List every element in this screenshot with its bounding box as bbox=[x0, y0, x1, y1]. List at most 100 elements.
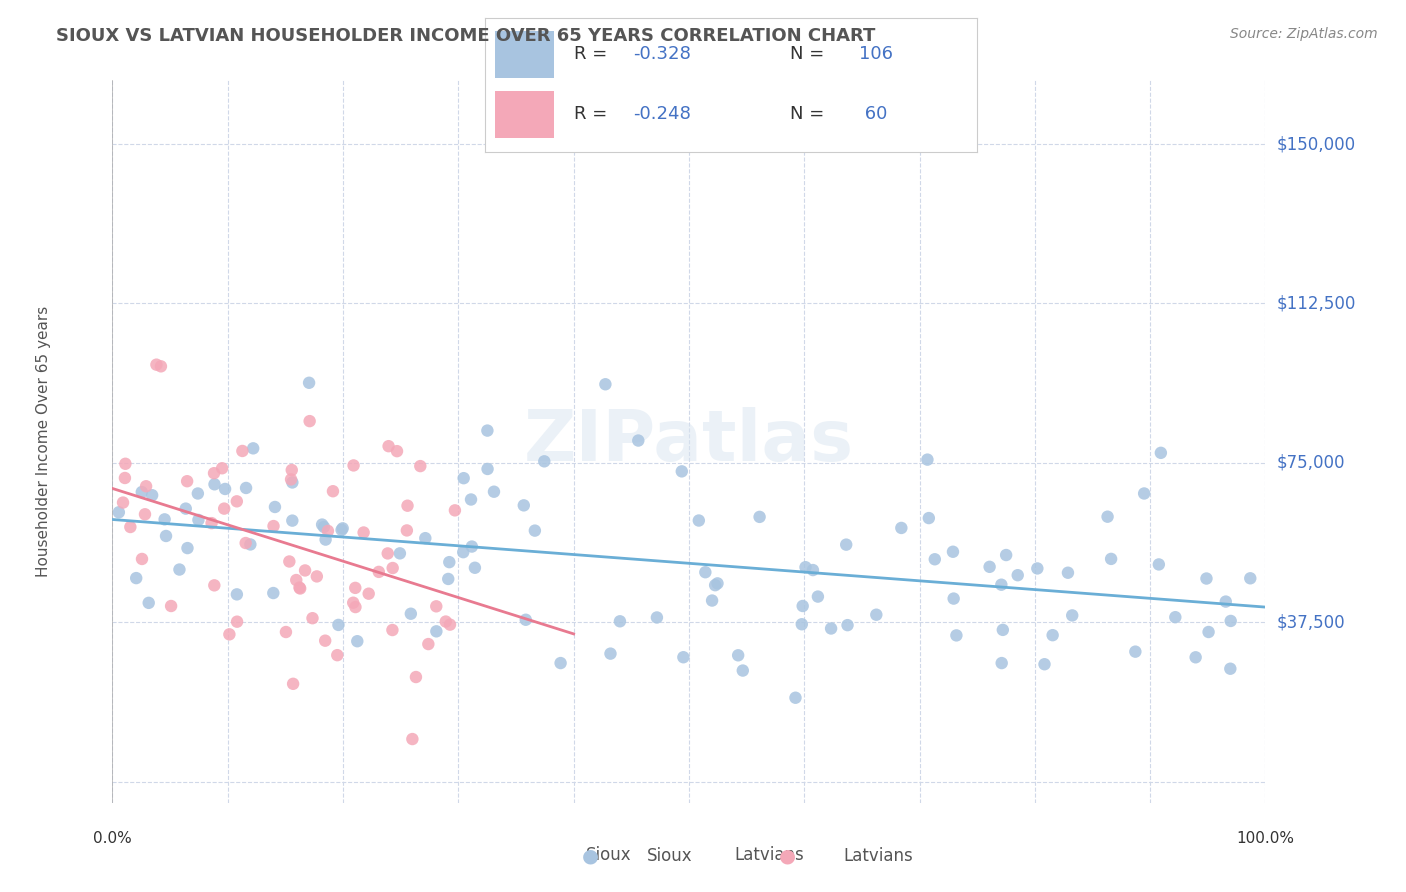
Point bbox=[114, 471, 136, 485]
Point bbox=[281, 463, 304, 477]
Point bbox=[1219, 662, 1241, 676]
Point bbox=[202, 578, 225, 592]
Text: SIOUX VS LATVIAN HOUSEHOLDER INCOME OVER 65 YEARS CORRELATION CHART: SIOUX VS LATVIAN HOUSEHOLDER INCOME OVER… bbox=[56, 27, 876, 45]
Text: 106: 106 bbox=[859, 45, 893, 63]
Point bbox=[399, 607, 422, 621]
Point bbox=[176, 474, 198, 488]
Point bbox=[1062, 608, 1084, 623]
Point bbox=[453, 471, 475, 485]
Bar bbox=[495, 92, 554, 138]
Point bbox=[425, 624, 447, 639]
Point bbox=[1125, 645, 1147, 659]
Point bbox=[942, 545, 965, 559]
Point bbox=[149, 359, 172, 374]
Point bbox=[187, 513, 209, 527]
Text: Source: ZipAtlas.com: Source: ZipAtlas.com bbox=[1230, 27, 1378, 41]
Point bbox=[381, 561, 404, 575]
Point bbox=[141, 488, 163, 502]
Point bbox=[342, 458, 364, 473]
Point bbox=[214, 482, 236, 496]
Point bbox=[388, 546, 411, 560]
Point bbox=[288, 581, 311, 595]
Point bbox=[328, 618, 350, 632]
Text: $112,500: $112,500 bbox=[1277, 294, 1355, 312]
Point bbox=[917, 452, 939, 467]
Point bbox=[609, 615, 631, 629]
Text: ZIPatlas: ZIPatlas bbox=[524, 407, 853, 476]
Point bbox=[1150, 446, 1173, 460]
Text: Latvians: Latvians bbox=[735, 847, 804, 864]
Point bbox=[314, 633, 336, 648]
Point bbox=[108, 505, 131, 519]
Point bbox=[187, 486, 209, 500]
Point bbox=[599, 647, 621, 661]
Point bbox=[513, 499, 536, 513]
Point bbox=[202, 466, 225, 480]
Point bbox=[200, 516, 222, 530]
Text: R =: R = bbox=[574, 45, 613, 63]
Point bbox=[990, 577, 1012, 591]
Text: Sioux: Sioux bbox=[585, 847, 631, 864]
Point bbox=[1133, 486, 1156, 500]
Point bbox=[801, 563, 824, 577]
Point bbox=[298, 376, 321, 390]
Point bbox=[415, 531, 437, 545]
Point bbox=[204, 477, 226, 491]
Point bbox=[945, 628, 967, 642]
Point bbox=[645, 610, 668, 624]
Point bbox=[1239, 571, 1261, 585]
Point bbox=[792, 599, 814, 613]
Point bbox=[688, 514, 710, 528]
Point bbox=[312, 520, 335, 534]
Point bbox=[995, 548, 1018, 562]
Point bbox=[550, 656, 572, 670]
Point bbox=[332, 521, 354, 535]
Point bbox=[285, 573, 308, 587]
Point bbox=[274, 625, 297, 640]
Point bbox=[114, 457, 136, 471]
Point bbox=[837, 618, 859, 632]
Point bbox=[131, 485, 153, 500]
Point bbox=[464, 561, 486, 575]
Point bbox=[461, 540, 484, 554]
Point bbox=[169, 563, 191, 577]
Point bbox=[918, 511, 941, 525]
Point bbox=[342, 596, 364, 610]
Point bbox=[225, 587, 247, 601]
Point bbox=[627, 434, 650, 448]
Point bbox=[305, 569, 328, 583]
Text: -0.248: -0.248 bbox=[633, 105, 690, 123]
Point bbox=[239, 537, 262, 551]
Point bbox=[231, 444, 253, 458]
Point bbox=[1097, 509, 1119, 524]
Point bbox=[835, 538, 858, 552]
Point bbox=[405, 670, 427, 684]
Text: N =: N = bbox=[790, 105, 830, 123]
Point bbox=[672, 650, 695, 665]
Point bbox=[523, 524, 546, 538]
Point bbox=[322, 484, 344, 499]
Point bbox=[396, 499, 419, 513]
Point bbox=[138, 596, 160, 610]
Point bbox=[395, 524, 418, 538]
Point bbox=[145, 358, 167, 372]
Point bbox=[176, 541, 198, 555]
Text: $75,000: $75,000 bbox=[1277, 454, 1346, 472]
Point bbox=[924, 552, 946, 566]
Point bbox=[125, 571, 148, 585]
Point bbox=[311, 517, 333, 532]
Point bbox=[120, 520, 142, 534]
Point bbox=[298, 414, 321, 428]
Point bbox=[1099, 552, 1122, 566]
Point bbox=[477, 424, 499, 438]
Point bbox=[316, 524, 339, 538]
Point bbox=[444, 503, 467, 517]
Point bbox=[1198, 625, 1220, 640]
Text: Householder Income Over 65 years: Householder Income Over 65 years bbox=[35, 306, 51, 577]
Point bbox=[1219, 614, 1241, 628]
Point bbox=[515, 613, 537, 627]
Point bbox=[211, 461, 233, 475]
Point bbox=[820, 622, 842, 636]
Point bbox=[727, 648, 749, 663]
Point bbox=[706, 576, 728, 591]
